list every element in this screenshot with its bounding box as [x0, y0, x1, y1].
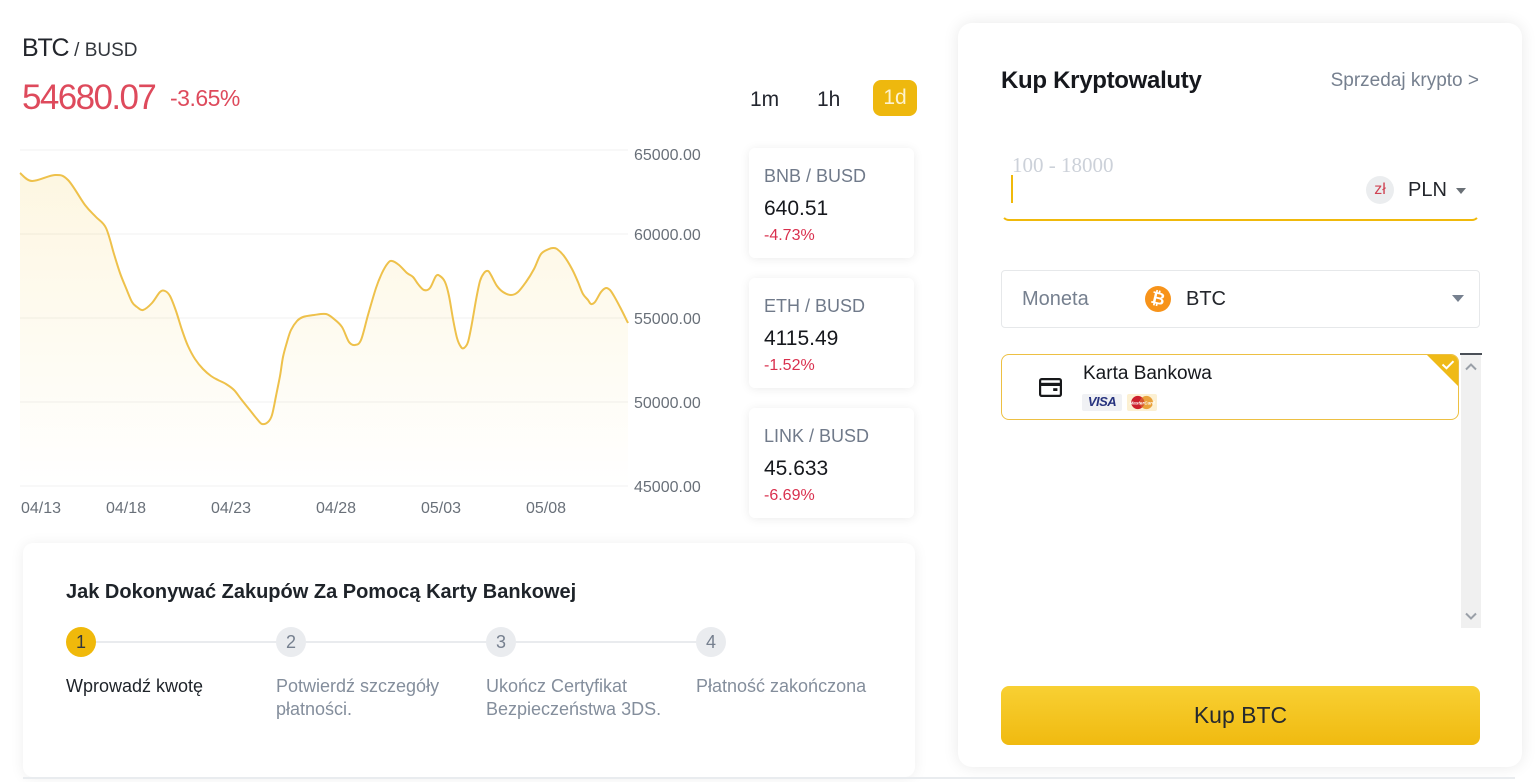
svg-text:04/23: 04/23 — [211, 500, 251, 517]
svg-text:60000.00: 60000.00 — [634, 227, 701, 244]
svg-text:04/13: 04/13 — [21, 500, 61, 517]
svg-text:65000.00: 65000.00 — [634, 147, 701, 164]
svg-text:04/28: 04/28 — [316, 500, 356, 517]
svg-text:05/08: 05/08 — [526, 500, 566, 517]
svg-text:04/18: 04/18 — [106, 500, 146, 517]
svg-text:45000.00: 45000.00 — [634, 479, 701, 496]
svg-text:55000.00: 55000.00 — [634, 311, 701, 328]
svg-text:50000.00: 50000.00 — [634, 395, 701, 412]
svg-text:05/03: 05/03 — [421, 500, 461, 517]
svg-text:MasterCard: MasterCard — [1129, 400, 1154, 405]
